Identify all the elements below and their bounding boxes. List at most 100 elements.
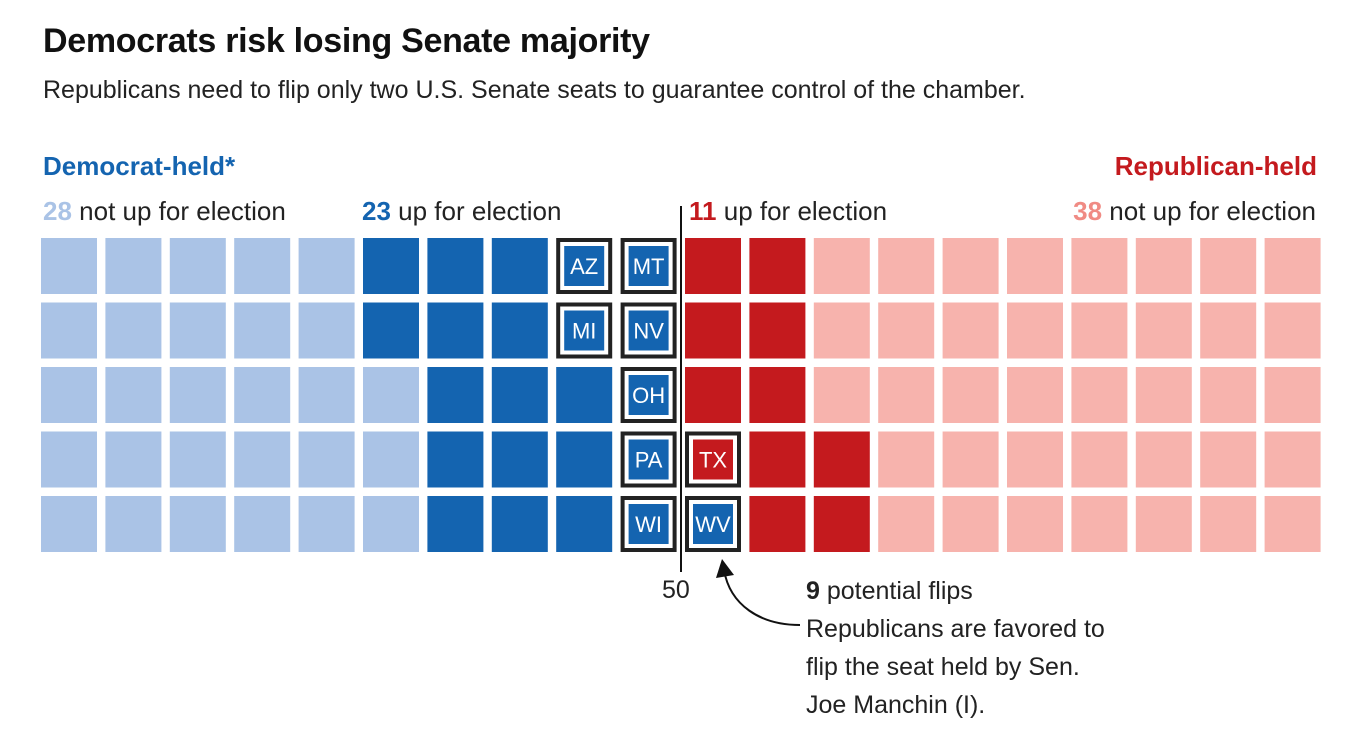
seat-rep-not-up (1135, 496, 1192, 552)
dem-not-up-text: not up for election (79, 196, 286, 226)
dem-up-count: 23 (362, 196, 391, 226)
seat-dem-not-up (363, 367, 419, 423)
seat-dem-up (427, 238, 484, 294)
seat-rep-not-up (1007, 302, 1063, 359)
flip-seat-wv: WV (685, 496, 741, 552)
chart-title: Democrats risk losing Senate majority (43, 22, 650, 60)
flip-seat-pa: PA (620, 431, 677, 488)
seat-dem-not-up (169, 238, 226, 294)
seat-rep-not-up (1071, 496, 1128, 552)
dem-up-label: 23 up for election (362, 196, 561, 227)
seat-dem-not-up (105, 496, 162, 552)
seat-dem-up (491, 367, 548, 423)
seat-dem-not-up (105, 431, 162, 488)
flip-seat-fill (628, 246, 669, 286)
flip-seat-wi: WI (620, 496, 677, 552)
dem-up-text: up for election (398, 196, 562, 226)
seat-rep-not-up (1200, 302, 1257, 359)
rep-up-label: 11 up for election (689, 196, 887, 227)
seat-dem-up (363, 238, 419, 294)
seat-rep-not-up (813, 302, 870, 359)
seat-dem-not-up (169, 367, 226, 423)
flip-seat-nv: NV (620, 302, 677, 359)
seat-rep-up (685, 367, 741, 423)
seat-rep-up (685, 302, 741, 359)
seat-dem-up (363, 302, 419, 359)
democrat-held-label: Democrat-held* (43, 151, 236, 181)
seat-rep-up (749, 238, 806, 294)
seat-rep-not-up (1007, 367, 1063, 423)
dem-not-up-label: 28 not up for election (43, 196, 286, 227)
seat-dem-not-up (363, 496, 419, 552)
seat-rep-not-up (942, 431, 999, 488)
seat-rep-not-up (1264, 431, 1321, 488)
flip-seat-fill (628, 439, 669, 480)
rep-not-up-text: not up for election (1109, 196, 1316, 226)
seat-dem-not-up (298, 431, 355, 488)
seat-dem-not-up (105, 238, 162, 294)
rep-up-count: 11 (689, 196, 717, 226)
seat-rep-not-up (878, 238, 935, 294)
seat-dem-not-up (298, 238, 355, 294)
flip-annotation: 9 potential flips Republicans are favore… (806, 572, 1226, 724)
flip-seat-az: AZ (556, 238, 613, 294)
dem-not-up-count: 28 (43, 196, 72, 226)
seat-dem-up (491, 431, 548, 488)
majority-line-label: 50 (662, 576, 690, 604)
flip-seat-fill (693, 504, 733, 544)
flip-seat-fill (564, 246, 605, 286)
seat-rep-not-up (1071, 367, 1128, 423)
seat-rep-up (749, 431, 806, 488)
seat-rep-not-up (1200, 496, 1257, 552)
flip-seat-fill (564, 310, 605, 351)
seat-rep-up (813, 431, 870, 488)
flip-headline: potential flips (826, 577, 973, 605)
seat-dem-not-up (234, 367, 291, 423)
flip-seat-fill (693, 439, 733, 480)
chart-subtitle: Republicans need to flip only two U.S. S… (43, 76, 1026, 104)
seat-dem-up (427, 367, 484, 423)
seat-rep-not-up (942, 238, 999, 294)
seat-rep-not-up (878, 367, 935, 423)
seat-rep-not-up (942, 367, 999, 423)
seat-dem-up (491, 302, 548, 359)
seat-dem-not-up (234, 238, 291, 294)
seat-rep-not-up (813, 238, 870, 294)
flip-seat-label: OH (632, 383, 665, 408)
flip-seat-mi: MI (556, 302, 613, 359)
seat-rep-up (749, 302, 806, 359)
flip-seat-fill (628, 375, 669, 415)
seat-dem-not-up (169, 302, 226, 359)
flip-seat-label: PA (635, 448, 663, 473)
flip-seat-label: MI (572, 319, 596, 344)
seat-rep-not-up (1007, 496, 1063, 552)
flip-seat-fill (628, 504, 669, 544)
seat-dem-up (556, 431, 613, 488)
seat-dem-not-up (298, 302, 355, 359)
flip-seat-label: TX (699, 448, 727, 473)
rep-not-up-count: 38 (1073, 196, 1103, 226)
seat-rep-not-up (1264, 496, 1321, 552)
seat-dem-up (491, 496, 548, 552)
flip-note-line3: Joe Manchin (I). (806, 691, 986, 719)
annotation-arrow-head (716, 559, 734, 578)
seat-dem-not-up (234, 496, 291, 552)
seat-rep-not-up (878, 302, 935, 359)
annotation-arrow-line (723, 569, 801, 626)
seat-dem-not-up (169, 431, 226, 488)
seat-rep-not-up (1071, 302, 1128, 359)
seat-rep-not-up (878, 431, 935, 488)
flip-seat-oh: OH (620, 367, 677, 423)
seat-dem-not-up (105, 302, 162, 359)
seat-rep-not-up (1200, 238, 1257, 294)
seat-rep-up (749, 367, 806, 423)
seat-rep-not-up (1071, 238, 1128, 294)
rep-not-up-label: 38 not up for election (1073, 196, 1316, 227)
seat-rep-not-up (1007, 431, 1063, 488)
republican-held-label: Republican-held (1114, 151, 1317, 181)
flip-note-line2: flip the seat held by Sen. (806, 653, 1080, 681)
seat-dem-up (556, 496, 613, 552)
seat-rep-not-up (1135, 238, 1192, 294)
seat-dem-up (427, 496, 484, 552)
